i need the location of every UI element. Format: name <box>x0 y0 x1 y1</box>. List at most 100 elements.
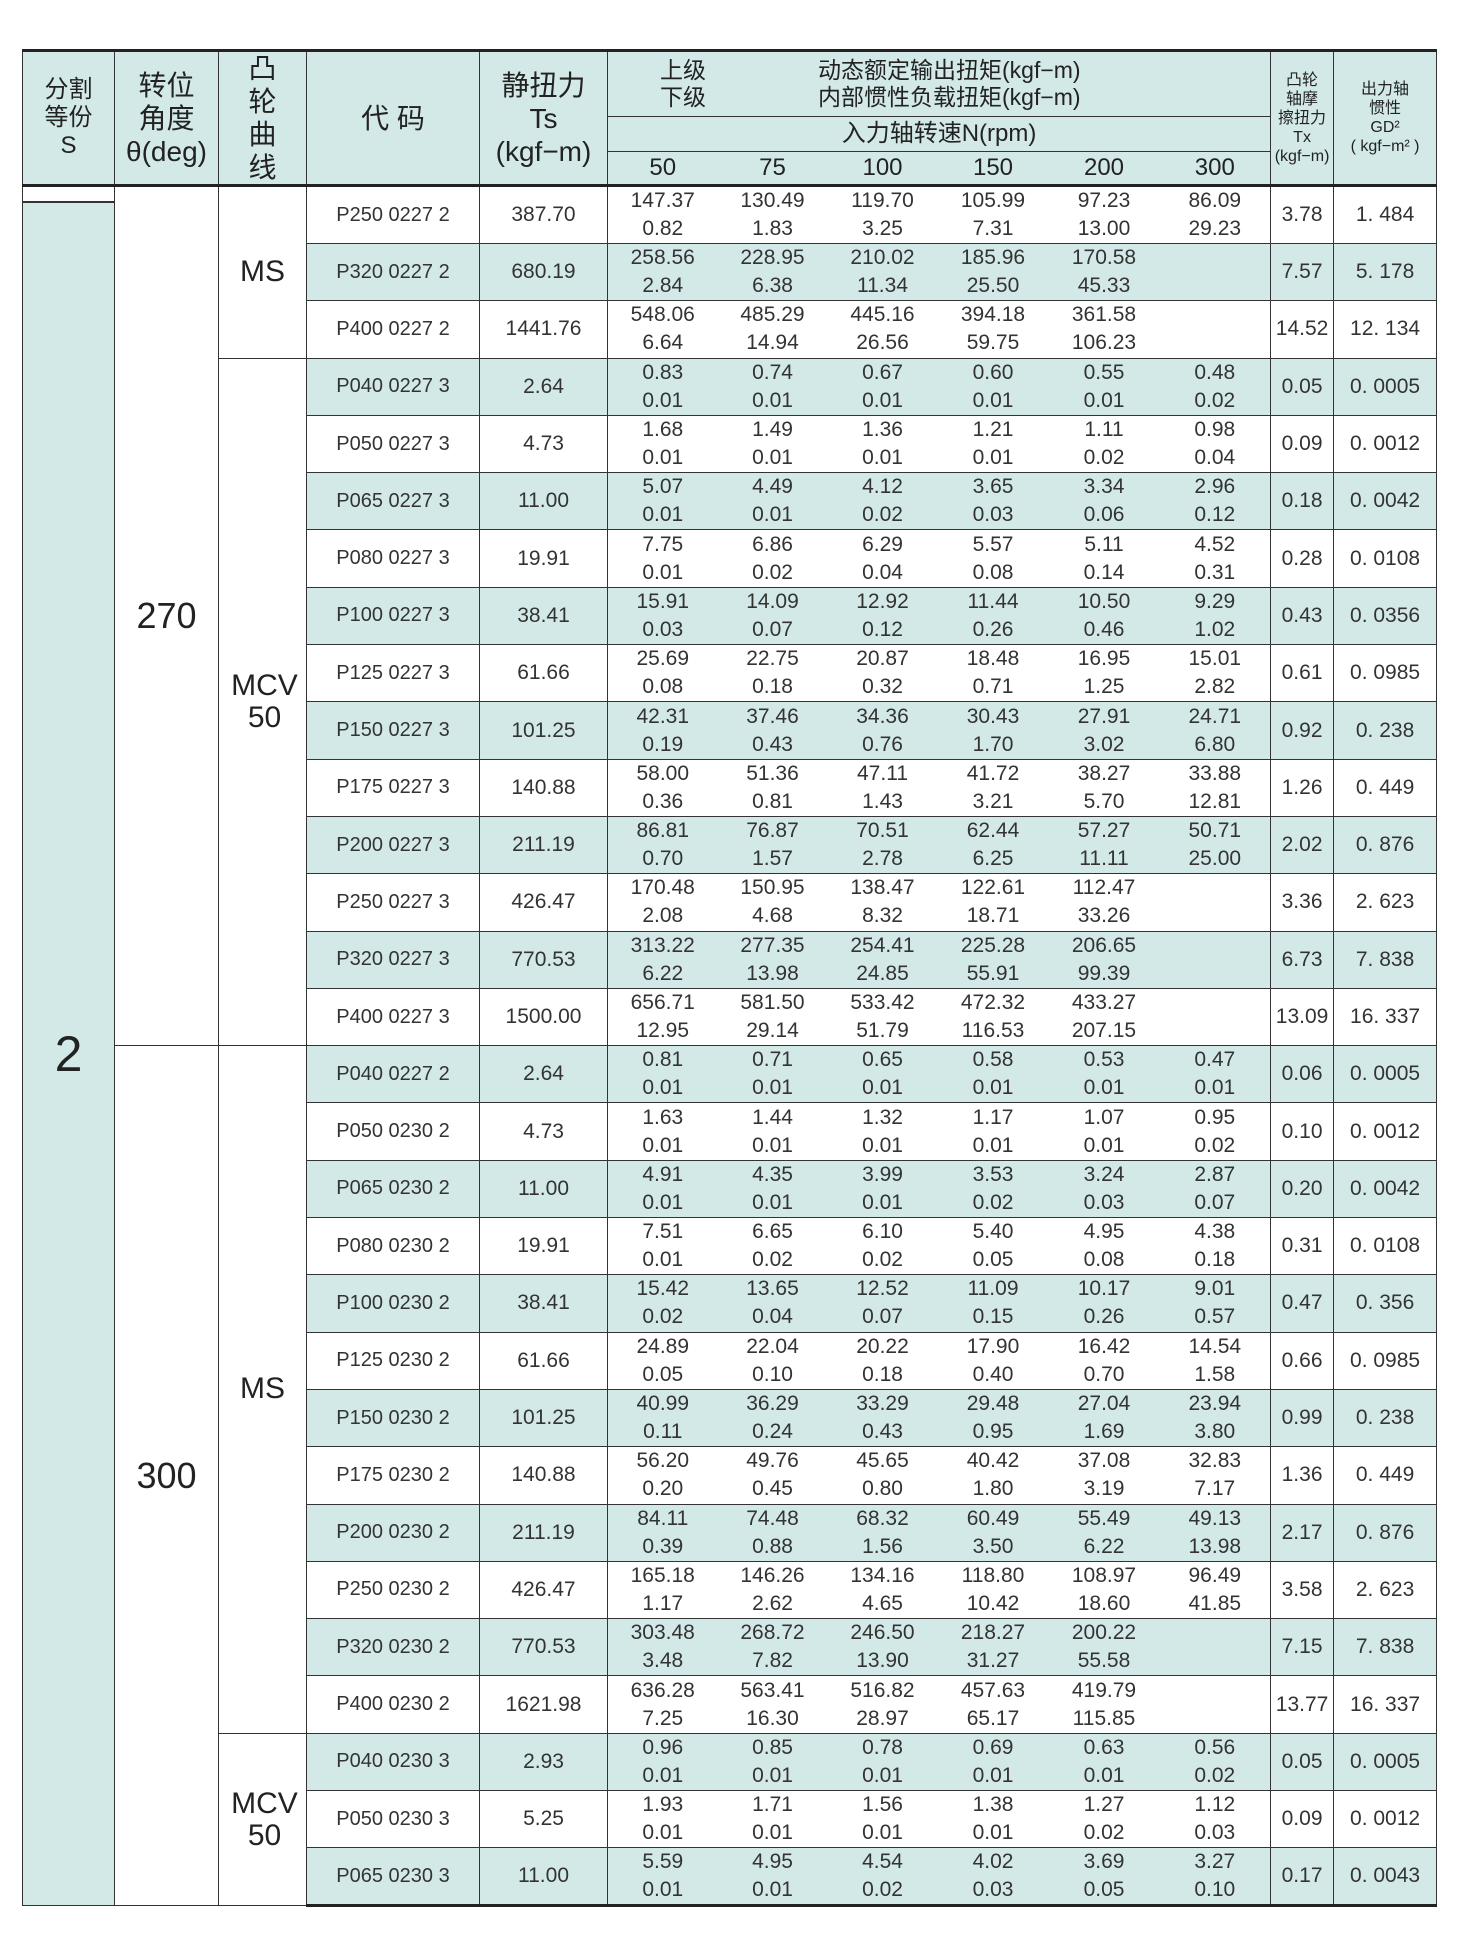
output-inertia: 0. 0985 <box>1333 1331 1438 1390</box>
dynamic-torque-cell: 9.01 0.57 <box>1159 1274 1272 1333</box>
dynamic-torque-cell: 108.97 18.60 <box>1048 1560 1160 1620</box>
inertia-load-torque: 0.01 <box>752 1076 793 1100</box>
dynamic-torque-cell: 0.81 0.01 <box>607 1045 718 1104</box>
output-inertia: 5. 178 <box>1333 242 1438 302</box>
dynamic-torque-cell: 105.99 7.31 <box>937 185 1049 244</box>
model-code: P100 0227 3 <box>306 586 480 646</box>
cam-friction-torque: 0.43 <box>1270 586 1335 646</box>
inertia-load-torque: 1.69 <box>1083 1420 1125 1444</box>
dynamic-torque-cell: 5.40 0.05 <box>937 1217 1049 1276</box>
inertia-load-torque: 0.15 <box>972 1305 1014 1329</box>
dynamic-torque-cell: 34.36 0.76 <box>827 701 938 760</box>
rated-output-torque: 472.32 <box>960 991 1026 1014</box>
dynamic-torque-cell: 32.83 7.17 <box>1159 1446 1272 1505</box>
inertia-load-torque: 0.82 <box>642 217 684 240</box>
model-code: P400 0230 2 <box>306 1675 480 1734</box>
inertia-load-torque: 12.81 <box>1188 789 1242 813</box>
dynamic-torque-cell: 0.58 0.01 <box>937 1045 1049 1104</box>
rated-output-torque: 246.50 <box>850 1621 915 1645</box>
inertia-load-torque: 0.02 <box>972 1190 1014 1214</box>
rated-output-torque: 32.83 <box>1188 1449 1242 1473</box>
inertia-load-torque: 0.32 <box>862 675 903 699</box>
rated-output-torque: 22.75 <box>746 647 799 671</box>
static-torque: 2.93 <box>479 1732 608 1792</box>
rated-output-torque: 33.88 <box>1188 761 1242 785</box>
dynamic-torque-cell: 1.38 0.01 <box>937 1790 1049 1849</box>
inertia-load-torque: 0.46 <box>1083 617 1125 641</box>
header-angle: 转位 角度 θ(deg) <box>114 49 219 187</box>
cam-curve-name: MS <box>240 255 285 289</box>
header-cam-friction-torque: 凸轮 轴摩 擦扭力 Tx (kgf−m) <box>1270 49 1335 187</box>
header-ts-line: 静扭力 <box>501 69 586 101</box>
inertia-load-torque <box>1160 960 1271 988</box>
header-dynamic-rated-torque: 动态额定输出扭矩(kgf−m) <box>818 57 1081 83</box>
inertia-load-torque: 0.36 <box>642 789 684 813</box>
rated-output-torque: 0.78 <box>862 1735 903 1759</box>
inertia-load-torque: 8.32 <box>862 904 903 928</box>
inertia-load-torque: 1.83 <box>752 217 793 240</box>
rated-output-torque: 10.50 <box>1077 589 1131 613</box>
model-code: P125 0230 2 <box>306 1331 480 1390</box>
dynamic-torque-cell: 0.65 0.01 <box>827 1045 938 1104</box>
static-torque: 101.25 <box>479 701 608 760</box>
cam-friction-torque: 0.10 <box>1270 1102 1335 1161</box>
rated-output-torque: 5.11 <box>1084 532 1124 556</box>
inertia-load-torque <box>1160 1017 1271 1045</box>
rated-output-torque: 225.28 <box>960 933 1026 957</box>
cam-curve-cell: MCV 50 <box>218 357 307 1047</box>
model-code: P050 0227 3 <box>306 414 480 474</box>
cam-friction-torque: 0.05 <box>1270 1732 1335 1792</box>
dynamic-torque-cell: 119.70 3.25 <box>827 185 938 244</box>
output-inertia: 0. 238 <box>1333 1388 1438 1448</box>
static-torque: 11.00 <box>479 1847 608 1908</box>
inertia-load-torque: 13.98 <box>1188 1534 1242 1558</box>
dynamic-torque-cell: 1.56 0.01 <box>827 1790 938 1849</box>
rated-output-torque: 34.36 <box>856 704 909 728</box>
rated-output-torque: 419.79 <box>1071 1678 1137 1702</box>
rated-output-torque: 5.59 <box>642 1850 684 1874</box>
division-value: 2 <box>23 201 114 1906</box>
cam-friction-torque: 3.58 <box>1270 1560 1335 1620</box>
rated-output-torque: 118.80 <box>961 1563 1025 1587</box>
cam-friction-torque: 0.20 <box>1270 1159 1335 1219</box>
dynamic-torque-cell: 433.27 207.15 <box>1048 987 1160 1047</box>
inertia-load-torque: 0.12 <box>862 617 903 641</box>
header-cam-line: 线 <box>248 152 277 183</box>
inertia-load-torque: 7.17 <box>1194 1477 1236 1501</box>
rated-output-torque: 656.71 <box>630 991 695 1014</box>
table-row: P080 0227 3 19.91 7.75 0.01 6.86 0.02 6.29 0.04… <box>23 529 1438 588</box>
table-row: P250 0227 3 426.47 170.48 2.08 150.95 4.68 138… <box>23 873 1438 932</box>
rated-output-torque: 185.96 <box>960 246 1026 270</box>
table-row: P175 0227 3 140.88 58.00 0.36 51.36 0.81 47.11… <box>23 758 1438 817</box>
inertia-load-torque: 0.01 <box>642 503 684 527</box>
dynamic-torque-cell: 60.49 3.50 <box>937 1503 1049 1562</box>
rated-output-torque: 5.57 <box>972 532 1014 556</box>
dynamic-torque-cell: 1.71 0.01 <box>717 1790 828 1849</box>
inertia-load-torque: 0.03 <box>972 503 1014 527</box>
rated-output-torque: 4.95 <box>1083 1220 1125 1244</box>
dynamic-torque-cell: 268.72 7.82 <box>717 1618 828 1677</box>
dynamic-torque-cell <box>1159 242 1272 302</box>
rated-output-torque: 9.29 <box>1194 589 1236 613</box>
inertia-load-torque: 0.12 <box>1194 503 1236 527</box>
table-row: P320 0230 2 770.53 303.48 3.48 268.72 7.82 246… <box>23 1618 1438 1677</box>
rated-output-torque: 1.68 <box>642 418 684 442</box>
inertia-load-torque: 0.43 <box>862 1420 903 1444</box>
header-dynamic-torque: 上级 下级 动态额定输出扭矩(kgf−m) 内部惯性负载扭矩(kgf−m) <box>606 49 1272 117</box>
dynamic-torque-cell: 22.75 0.18 <box>717 644 828 703</box>
dynamic-torque-cell <box>1159 1618 1272 1677</box>
inertia-load-torque: 11.34 <box>857 274 908 298</box>
dynamic-torque-cell: 30.43 1.70 <box>937 701 1049 760</box>
dynamic-torque-cell: 0.98 0.04 <box>1159 414 1272 474</box>
rated-output-torque: 70.51 <box>856 819 909 843</box>
dynamic-torque-cell: 146.26 2.62 <box>717 1560 828 1620</box>
dynamic-torque-cell: 1.27 0.02 <box>1048 1790 1160 1849</box>
dynamic-torque-cell: 96.49 41.85 <box>1159 1560 1272 1620</box>
rated-output-torque: 4.52 <box>1194 532 1236 556</box>
rated-output-torque: 4.54 <box>862 1850 903 1874</box>
dynamic-torque-cell: 4.95 0.08 <box>1048 1217 1160 1276</box>
model-code: P320 0230 2 <box>306 1618 480 1677</box>
rated-output-torque: 86.09 <box>1188 189 1242 212</box>
dynamic-torque-cell: 1.12 0.03 <box>1159 1790 1272 1849</box>
dynamic-torque-cell: 5.11 0.14 <box>1048 529 1160 588</box>
